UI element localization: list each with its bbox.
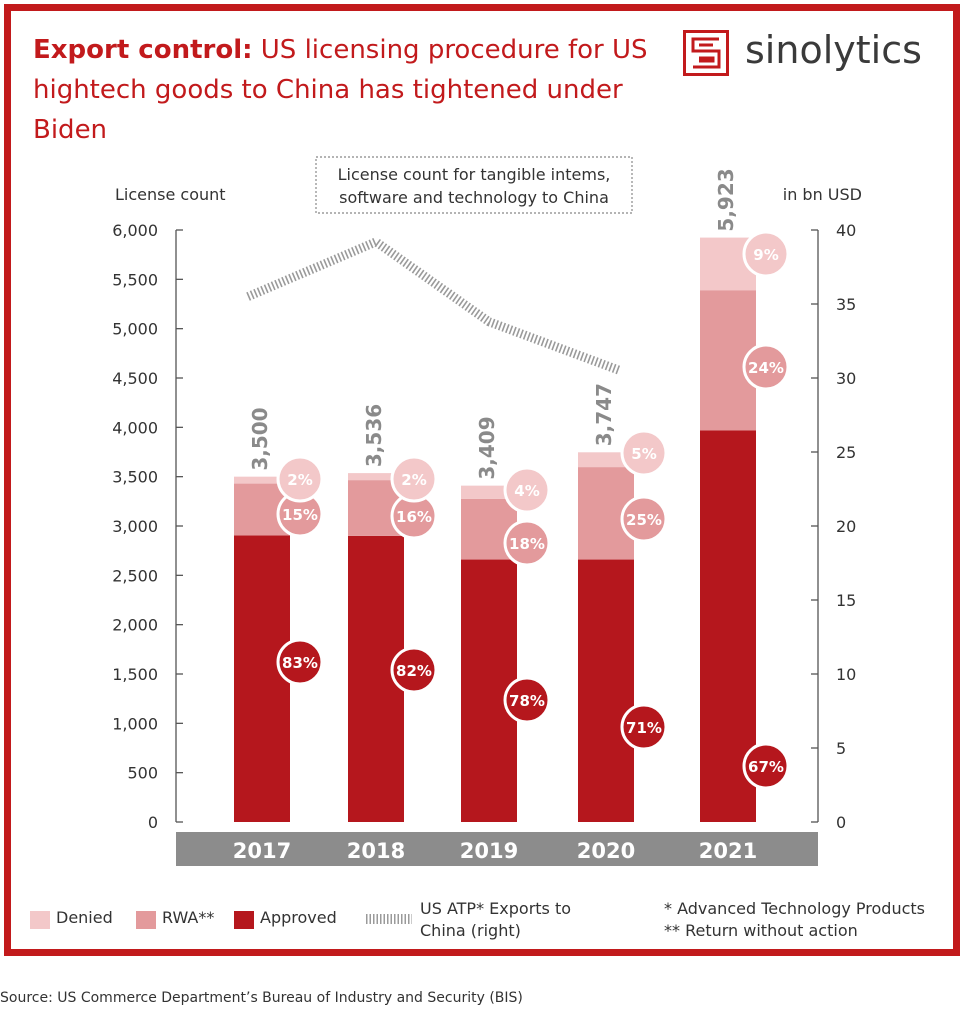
percent-bubble-denied — [390, 455, 438, 503]
percent-label-approved: 78% — [509, 692, 545, 710]
left-tick-label: 500 — [127, 764, 158, 783]
percent-label-approved: 71% — [626, 719, 662, 737]
legend-line-label: US ATP* Exports to China (right) — [420, 899, 572, 940]
legend-approved-swatch — [234, 911, 254, 929]
percent-bubble-denied — [742, 230, 790, 278]
left-tick-label: 1,500 — [112, 665, 158, 684]
percent-bubble-denied — [620, 429, 668, 477]
right-tick-label: 10 — [836, 665, 856, 684]
x-tick-label: 2021 — [699, 839, 757, 863]
percent-label-approved: 67% — [748, 758, 784, 776]
percent-label-rwa: 24% — [748, 359, 784, 377]
legend-rwa-swatch — [136, 911, 156, 929]
chart-title: Export control: US licensing procedure f… — [33, 30, 653, 150]
footnote-atp: * Advanced Technology Products — [664, 899, 925, 918]
percent-label-rwa: 18% — [509, 535, 545, 553]
total-label: 5,923 — [714, 168, 738, 231]
percent-bubble-approved — [276, 638, 324, 686]
legend-denied-swatch — [30, 911, 50, 929]
percent-label-rwa: 16% — [396, 508, 432, 526]
percent-bubble-approved — [620, 703, 668, 751]
right-tick-label: 30 — [836, 369, 856, 388]
bar-denied — [348, 473, 404, 481]
left-tick-label: 2,500 — [112, 566, 158, 585]
left-tick-label: 6,000 — [112, 221, 158, 240]
left-tick-label: 3,000 — [112, 517, 158, 536]
x-tick-label: 2020 — [577, 839, 635, 863]
bar-denied — [461, 485, 517, 499]
bar-denied — [234, 476, 290, 484]
right-tick-label: 40 — [836, 221, 856, 240]
title-rest: US licensing procedure for US hightech g… — [33, 35, 648, 145]
footnote-rwa: ** Return without action — [664, 921, 858, 940]
right-tick-label: 20 — [836, 517, 856, 536]
x-axis-band — [176, 832, 818, 866]
right-tick-label: 5 — [836, 739, 846, 758]
annotation-box — [315, 156, 633, 214]
left-tick-label: 4,500 — [112, 369, 158, 388]
percent-label-denied: 4% — [514, 482, 539, 500]
annotation-line-1: License count for tangible intems, — [338, 165, 611, 184]
percent-bubble-rwa — [620, 495, 668, 543]
legend-denied-label: Denied — [56, 908, 113, 927]
legend-approved-label: Approved — [260, 908, 337, 927]
x-tick-label: 2019 — [460, 839, 518, 863]
percent-label-denied: 2% — [401, 471, 426, 489]
left-tick-label: 3,500 — [112, 468, 158, 487]
right-tick-label: 25 — [836, 443, 856, 462]
left-tick-label: 0 — [148, 813, 158, 832]
percent-label-denied: 5% — [631, 445, 656, 463]
total-label: 3,409 — [475, 416, 499, 479]
percent-label-denied: 2% — [287, 471, 312, 489]
percent-label-denied: 9% — [753, 246, 778, 264]
left-tick-label: 4,000 — [112, 418, 158, 437]
annotation-line-2: software and technology to China — [339, 188, 609, 207]
x-tick-label: 2017 — [233, 839, 291, 863]
bar-approved — [578, 559, 634, 822]
total-label: 3,500 — [248, 407, 272, 470]
left-tick-label: 5,000 — [112, 320, 158, 339]
chart-svg: License count in bn USD 0 500 1,000 1,500 2,00… — [112, 156, 862, 866]
percent-bubble-approved — [503, 676, 551, 724]
legend-rwa-label: RWA** — [162, 908, 215, 927]
footnotes: * Advanced Technology Products ** Return… — [664, 898, 925, 942]
total-label: 3,747 — [592, 383, 616, 446]
legend-line-swatch — [366, 914, 412, 924]
percent-label-rwa: 15% — [282, 506, 318, 524]
sinolytics-logo-icon — [683, 30, 729, 76]
left-tick-label: 2,000 — [112, 616, 158, 635]
bar-denied — [578, 452, 634, 468]
percent-bubble-denied — [503, 466, 551, 514]
percent-bubble-rwa — [503, 519, 551, 567]
left-axis-title: License count — [115, 185, 226, 204]
percent-bubble-approved — [390, 646, 438, 694]
right-tick-label: 15 — [836, 591, 856, 610]
logo-text: sinolytics — [745, 28, 922, 72]
left-tick-label: 5,500 — [112, 270, 158, 289]
right-axis-title: in bn USD — [783, 185, 862, 204]
bar-approved — [234, 535, 290, 822]
percent-label-approved: 83% — [282, 654, 318, 672]
percent-label-rwa: 25% — [626, 511, 662, 529]
title-bold: Export control: — [33, 35, 253, 65]
right-tick-label: 35 — [836, 295, 856, 314]
atp-exports-line — [246, 236, 622, 375]
total-label: 3,536 — [362, 404, 386, 467]
left-tick-label: 1,000 — [112, 714, 158, 733]
x-tick-label: 2018 — [347, 839, 405, 863]
percent-bubble-rwa — [742, 343, 790, 391]
percent-label-approved: 82% — [396, 662, 432, 680]
logo: sinolytics — [683, 28, 953, 80]
percent-bubble-approved — [742, 742, 790, 790]
source-note: Source: US Commerce Department’s Bureau … — [0, 990, 523, 1006]
percent-bubble-denied — [276, 455, 324, 503]
right-tick-label: 0 — [836, 813, 846, 832]
